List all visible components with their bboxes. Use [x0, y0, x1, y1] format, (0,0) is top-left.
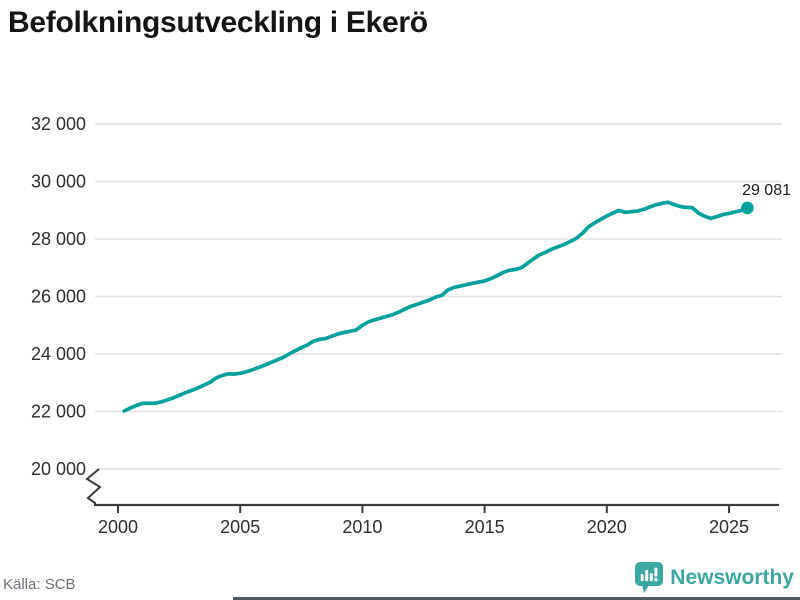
newsworthy-logo-text: Newsworthy — [670, 566, 794, 589]
end-point-marker — [741, 201, 754, 215]
chart-title: Befolkningsutveckling i Ekerö — [8, 6, 428, 39]
x-tick-label: 2010 — [342, 517, 382, 537]
y-tick-label: 22 000 — [31, 402, 86, 422]
bottom-scrollbar[interactable] — [233, 597, 800, 600]
y-tick-label: 32 000 — [31, 114, 86, 134]
y-tick-label: 28 000 — [31, 229, 86, 249]
x-tick-label: 2005 — [220, 517, 260, 537]
source-label: Källa: SCB — [3, 576, 76, 593]
y-tick-label: 24 000 — [31, 344, 86, 364]
y-tick-label: 20 000 — [31, 459, 86, 479]
x-tick-label: 2020 — [587, 517, 627, 537]
y-tick-label: 26 000 — [31, 287, 86, 307]
x-tick-label: 2025 — [709, 517, 749, 537]
y-tick-label: 30 000 — [31, 172, 86, 192]
newsworthy-logo[interactable]: Newsworthy — [635, 562, 794, 594]
x-tick-label: 2015 — [465, 517, 505, 537]
end-value-label: 29 081 — [742, 182, 791, 199]
population-line — [122, 200, 750, 413]
x-tick-label: 2000 — [98, 517, 138, 537]
newsworthy-logo-icon — [635, 562, 664, 594]
axis-break-icon — [85, 468, 102, 506]
